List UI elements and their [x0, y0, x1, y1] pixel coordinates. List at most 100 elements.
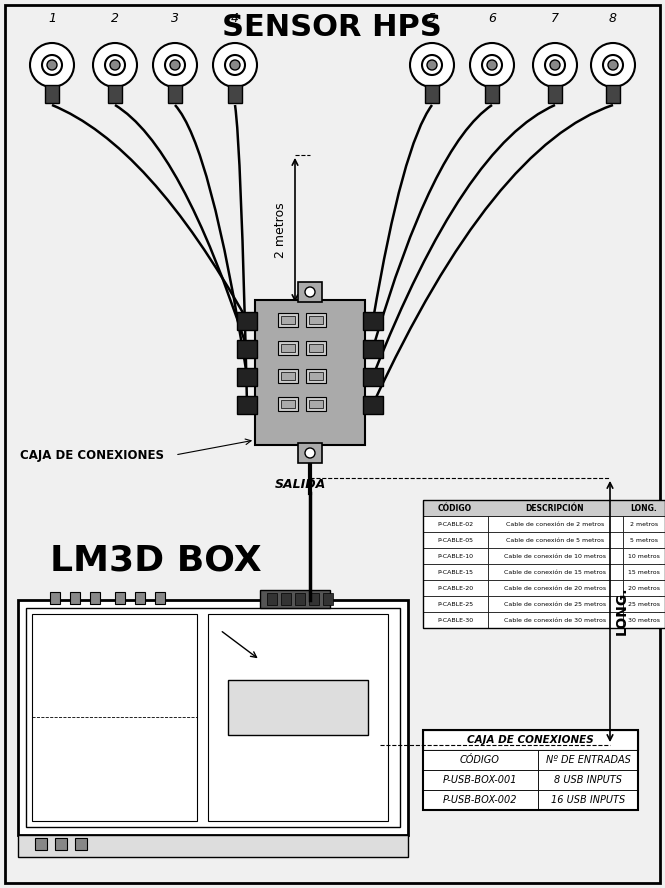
Bar [281, 593, 291, 605]
Bar [260, 590, 330, 608]
Bar [363, 396, 383, 414]
Bar [606, 85, 620, 103]
Text: 20 metros: 20 metros [628, 585, 660, 591]
Bar [309, 316, 323, 324]
Circle shape [591, 43, 635, 87]
Bar [423, 730, 638, 750]
Bar [306, 341, 326, 355]
Bar [298, 443, 322, 463]
Bar [45, 85, 59, 103]
Bar [281, 316, 295, 324]
Text: CAJA DE CONEXIONES: CAJA DE CONEXIONES [467, 735, 593, 745]
Text: Cable de conexión de 10 metros: Cable de conexión de 10 metros [504, 553, 606, 559]
Bar [70, 592, 80, 604]
Bar [423, 730, 638, 810]
Bar [281, 400, 295, 408]
Text: 15 metros: 15 metros [628, 569, 660, 575]
Text: 2 metros: 2 metros [630, 521, 658, 527]
Text: 2: 2 [111, 12, 119, 25]
Text: P-CABLE-15: P-CABLE-15 [437, 569, 473, 575]
Bar [298, 282, 322, 302]
Bar [423, 548, 488, 564]
Circle shape [533, 43, 577, 87]
Circle shape [93, 43, 137, 87]
Circle shape [47, 60, 57, 70]
Text: SALIDA: SALIDA [275, 478, 326, 491]
Bar [108, 85, 122, 103]
Bar [267, 593, 277, 605]
Bar [423, 516, 488, 532]
Bar [309, 593, 319, 605]
Bar [623, 580, 665, 596]
Text: 7: 7 [551, 12, 559, 25]
Bar [309, 372, 323, 380]
Bar [623, 532, 665, 548]
Circle shape [305, 448, 315, 458]
Circle shape [42, 55, 62, 75]
Bar [488, 516, 623, 532]
Bar [32, 614, 197, 821]
Bar [538, 770, 638, 790]
Bar [237, 396, 257, 414]
Text: 1: 1 [48, 12, 56, 25]
Text: 6: 6 [488, 12, 496, 25]
Bar [488, 580, 623, 596]
Bar [423, 750, 538, 770]
Bar [18, 600, 408, 835]
Bar [295, 593, 305, 605]
Bar [488, 532, 623, 548]
Circle shape [165, 55, 185, 75]
Bar [50, 592, 60, 604]
Text: 3: 3 [171, 12, 179, 25]
Bar [168, 85, 182, 103]
Bar [423, 500, 665, 628]
Text: P-USB-BOX-001: P-USB-BOX-001 [443, 775, 517, 785]
Bar [18, 835, 408, 857]
Bar [363, 368, 383, 386]
Bar [423, 596, 488, 612]
Circle shape [410, 43, 454, 87]
Text: 2 metros: 2 metros [274, 202, 287, 258]
Circle shape [427, 60, 437, 70]
Circle shape [550, 60, 560, 70]
Bar [255, 300, 365, 445]
Bar [309, 344, 323, 352]
Circle shape [603, 55, 623, 75]
Circle shape [422, 55, 442, 75]
Circle shape [470, 43, 514, 87]
Bar [278, 397, 298, 411]
Text: 4: 4 [231, 12, 239, 25]
Circle shape [105, 55, 125, 75]
Bar [623, 564, 665, 580]
Bar [488, 564, 623, 580]
Circle shape [305, 287, 315, 297]
Text: P-USB-BOX-002: P-USB-BOX-002 [443, 795, 517, 805]
Text: LM3D BOX: LM3D BOX [50, 543, 261, 577]
Text: CAJA DE CONEXIONES: CAJA DE CONEXIONES [20, 448, 164, 462]
Bar [281, 372, 295, 380]
Bar [538, 790, 638, 810]
Circle shape [170, 60, 180, 70]
Bar [623, 516, 665, 532]
Bar [278, 341, 298, 355]
Bar [423, 564, 488, 580]
Bar [237, 340, 257, 358]
Bar [228, 85, 242, 103]
Bar [323, 593, 333, 605]
Bar [309, 400, 323, 408]
Circle shape [30, 43, 74, 87]
Text: 25 metros: 25 metros [628, 601, 660, 607]
Text: P-CABLE-02: P-CABLE-02 [437, 521, 473, 527]
Circle shape [545, 55, 565, 75]
Text: Cable de conexión de 30 metros: Cable de conexión de 30 metros [504, 617, 606, 622]
Circle shape [110, 60, 120, 70]
Text: P-CABLE-05: P-CABLE-05 [437, 537, 473, 543]
Bar [485, 85, 499, 103]
Text: 16 USB INPUTS: 16 USB INPUTS [551, 795, 625, 805]
Bar [423, 790, 538, 810]
Bar [115, 592, 125, 604]
Text: Cable de conexión de 2 metros: Cable de conexión de 2 metros [506, 521, 604, 527]
Bar [228, 680, 368, 735]
Circle shape [213, 43, 257, 87]
Circle shape [487, 60, 497, 70]
